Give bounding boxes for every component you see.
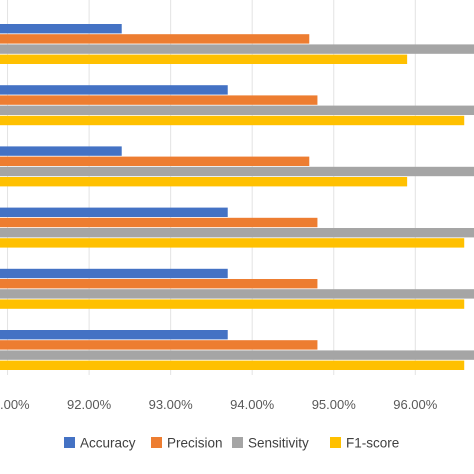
x-tick-label: 92.00% (67, 397, 112, 412)
legend-label-sensitivity: Sensitivity (248, 436, 309, 451)
bar-sensitivity-4 (0, 228, 474, 238)
legend-swatch-precision (151, 437, 162, 448)
bar-accuracy-4 (0, 207, 228, 217)
bar-f1-score-3 (0, 177, 408, 187)
bar-accuracy-6 (0, 330, 228, 340)
legend-label-accuracy: Accuracy (80, 436, 136, 451)
bar-precision-1 (0, 34, 310, 44)
bar-precision-5 (0, 279, 318, 289)
bar-precision-4 (0, 217, 318, 228)
legend-swatch-accuracy (64, 437, 75, 448)
bar-f1-score-5 (0, 299, 465, 309)
bar-f1-score-4 (0, 238, 465, 248)
legend: Accuracy Precision Sensitivity F1-score (64, 436, 399, 451)
bar-f1-score-2 (0, 115, 465, 126)
bar-sensitivity-5 (0, 289, 474, 299)
bar-sensitivity-6 (0, 350, 474, 360)
x-axis-tick-labels: 91.00%92.00%93.00%94.00%95.00%96.00%97.0 (0, 397, 438, 412)
bar-f1-score-6 (0, 360, 465, 370)
x-tick-label: 91.00% (0, 397, 30, 412)
bar-precision-2 (0, 95, 318, 105)
bar-accuracy-1 (0, 24, 122, 34)
x-tick-label: 93.00% (149, 397, 194, 412)
bar-sensitivity-3 (0, 166, 474, 177)
x-tick-label: 96.00% (393, 397, 438, 412)
bar-f1-score-1 (0, 54, 408, 64)
x-tick-label: 95.00% (312, 397, 357, 412)
bar-accuracy-2 (0, 85, 228, 95)
legend-label-precision: Precision (167, 436, 223, 451)
bar-sensitivity-2 (0, 105, 474, 115)
bar-precision-6 (0, 340, 318, 350)
legend-label-f1-score: F1-score (346, 436, 399, 451)
bar-accuracy-5 (0, 268, 228, 279)
bar-precision-3 (0, 156, 310, 166)
bar-accuracy-3 (0, 146, 122, 156)
legend-swatch-sensitivity (232, 437, 243, 448)
bar-sensitivity-1 (0, 44, 474, 54)
x-tick-label: 94.00% (230, 397, 275, 412)
legend-swatch-f1-score (330, 437, 341, 448)
bar-series-group (0, 24, 474, 370)
